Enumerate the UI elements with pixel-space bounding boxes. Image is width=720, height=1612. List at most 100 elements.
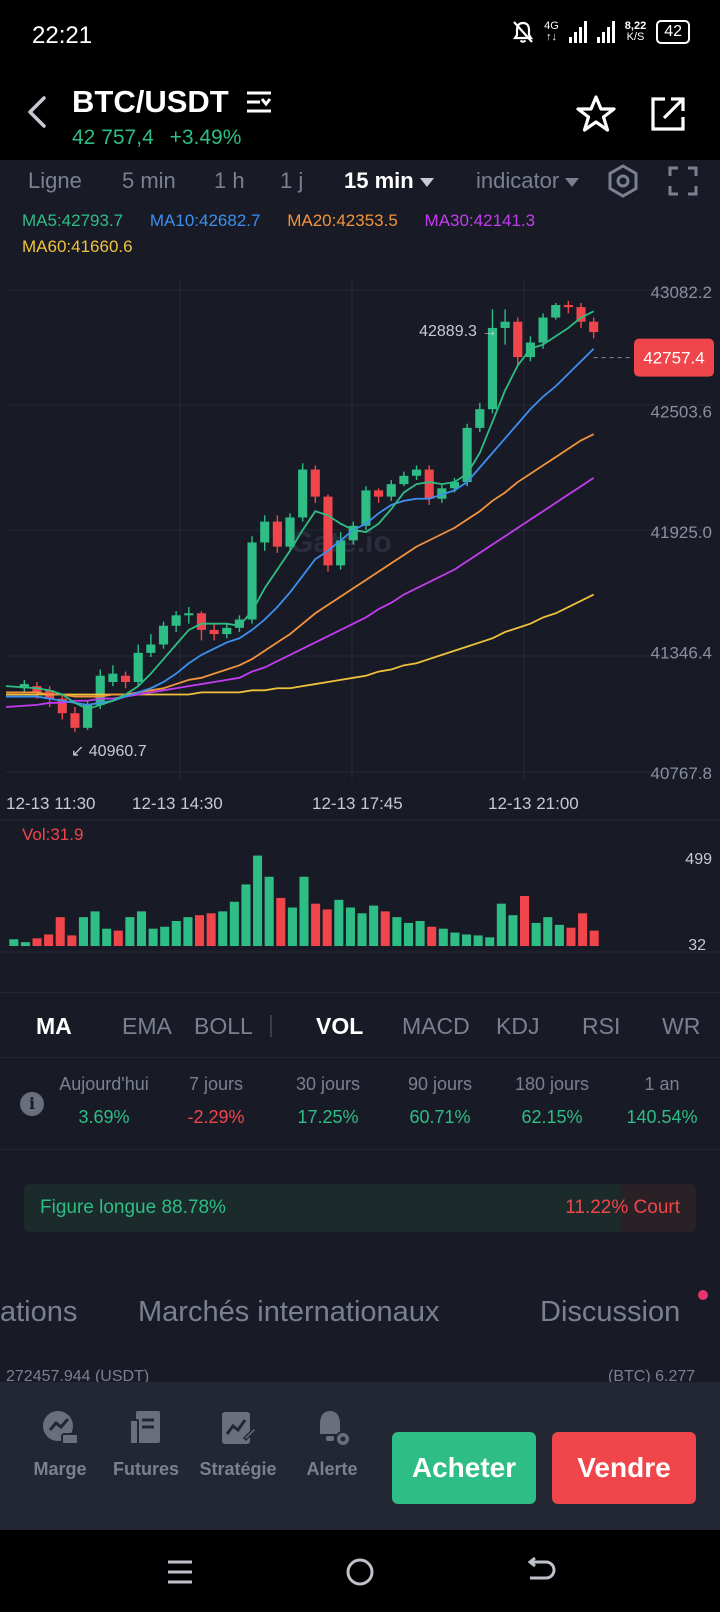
volume-bar [55,917,65,946]
ma10-line [6,348,595,706]
strategy-button[interactable]: Stratégie [198,1408,278,1480]
volume-bar [566,927,576,946]
candle-body [285,517,295,547]
volume-bar [32,938,42,946]
long-label: Figure longue 88.78% [40,1197,226,1218]
candle-body [298,469,308,518]
volume-bar [148,928,158,946]
info-icon[interactable]: i [20,1092,44,1116]
tab-ema[interactable]: EMA [122,1013,172,1039]
volume-bar [206,913,216,946]
short-label: 11.22% Court [565,1197,680,1218]
volume-bar [218,911,228,946]
sell-button[interactable]: Vendre [552,1432,696,1504]
pair-switch-icon[interactable] [246,90,272,114]
margin-button[interactable]: Marge [20,1408,100,1480]
alert-button[interactable]: Alerte [292,1408,372,1480]
tab-discussion[interactable]: Discussion [540,1296,681,1328]
back-nav-icon[interactable] [520,1552,560,1592]
candle-body [361,490,371,526]
volume-bar [102,928,112,946]
perf-30d: 30 jours 17.25% [295,1074,361,1127]
indicator-tabs: MA EMA BOLL VOL MACD KDJ RSI WR [0,992,720,1058]
ma5-value: MA5:42793.7 [22,211,124,230]
volume-bar [311,903,321,946]
volume-bar [531,922,541,946]
candle-body [19,684,29,689]
candle-body [171,615,181,626]
recents-menu-icon[interactable] [160,1552,200,1592]
high-price-marker: 42889.3 → [419,323,497,340]
timeframe-1d[interactable]: 1 j [280,168,304,193]
timeframe-selected[interactable]: 15 min [344,168,434,194]
volume-bar [183,917,193,946]
y-axis-tick: 43082.2 [651,283,712,302]
candle-body [589,321,599,333]
clock: 22:21 [32,22,93,49]
indicator-dropdown[interactable]: indicator [476,168,580,194]
tab-annotations[interactable]: ations [0,1296,78,1328]
margin-icon [43,1411,79,1445]
volume-label: Vol:31.9 [22,825,83,844]
candle-body [487,327,498,410]
ma10-value: MA10:42682.7 [149,211,261,230]
buy-button[interactable]: Acheter [392,1432,536,1504]
y-axis-tick: 40767.8 [651,764,712,783]
candle-body [336,540,346,566]
tab-wr[interactable]: WR [662,1013,701,1039]
volume-bar [160,926,170,946]
tab-boll[interactable]: BOLL [194,1013,253,1039]
strategy-icon [222,1412,258,1444]
volume-bar [461,934,472,946]
candle-body [83,704,93,728]
ma30-value: MA30:42141.3 [424,211,536,230]
tab-kdj[interactable]: KDJ [496,1013,540,1039]
candle-body [538,317,548,343]
volume-bar [438,928,448,946]
notification-dot [698,1290,708,1300]
last-price-label: 42757.4 [643,349,704,368]
status-bar: 22:21 4G ↑↓ 8,22 K/S 42 [0,0,720,74]
share-icon[interactable] [648,94,688,134]
candle-body [399,475,409,485]
home-circle-icon[interactable] [340,1552,380,1592]
candle-body [500,321,510,328]
volume-bar [20,942,30,946]
candlestick-chart[interactable]: Gate.io43082.242503.641925.041346.440767… [0,160,720,992]
perf-180d: 180 jours 62.15% [514,1074,590,1127]
back-arrow-icon[interactable] [22,94,52,130]
performance-row: i Aujourd'hui 3.69% 7 jours -2.29% 30 jour… [0,1058,720,1150]
candle-body [424,469,434,499]
signal-icon-2 [596,21,615,43]
tab-ma[interactable]: MA [36,1013,72,1039]
pair-title[interactable]: BTC/USDT [72,84,229,119]
candle-body [209,629,219,635]
volume-bar [67,935,77,946]
chart-panel: Gate.io43082.242503.641925.041346.440767… [0,160,720,992]
candle-body [57,698,67,714]
tab-international-markets[interactable]: Marchés internationaux [138,1296,440,1328]
tab-vol[interactable]: VOL [316,1013,364,1039]
timeframe-line[interactable]: Ligne [28,168,82,193]
favorite-star-icon[interactable] [576,94,616,134]
ma5-line [5,310,595,711]
timeframe-5min[interactable]: 5 min [122,168,176,193]
tab-rsi[interactable]: RSI [582,1013,621,1039]
y-axis-tick: 41925.0 [651,523,712,542]
timeframe-1h[interactable]: 1 h [214,168,245,193]
ma60-value: MA60:41660.6 [22,237,133,256]
fullscreen-icon[interactable] [668,166,698,196]
candle-body [70,713,80,728]
tab-macd[interactable]: MACD [402,1013,470,1039]
volume-bar [136,911,147,946]
content-tabs: ations Marchés internationaux Discussion [0,1260,720,1360]
volume-bar [334,899,344,946]
candle-body [260,521,270,543]
chart-settings-icon[interactable] [606,164,640,198]
candle-body [374,490,384,497]
futures-button[interactable]: Futures [106,1408,186,1480]
candle-body [386,484,396,497]
volume-max-tick: 499 [685,851,712,868]
candle-body [475,409,485,428]
volume-bar [229,901,239,946]
